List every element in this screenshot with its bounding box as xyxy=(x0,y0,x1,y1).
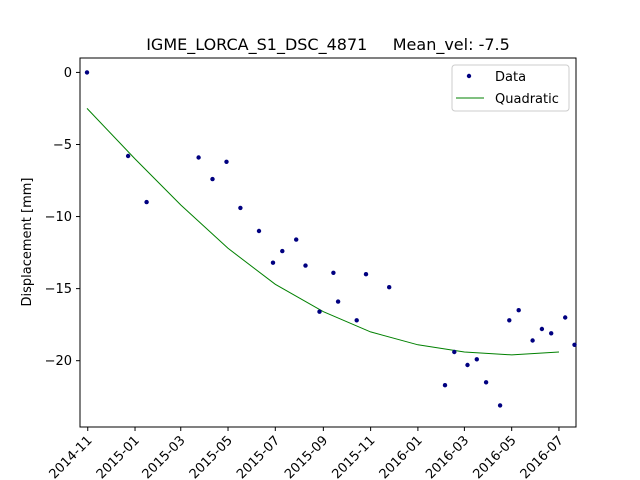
data-point xyxy=(530,338,535,343)
data-point xyxy=(354,318,359,323)
x-tick-label: 2016-01 xyxy=(377,433,426,480)
x-tick-label: 2016-07 xyxy=(518,433,567,480)
data-point xyxy=(196,155,201,160)
data-point xyxy=(144,199,149,205)
data-point xyxy=(452,349,457,355)
data-point xyxy=(125,153,131,159)
legend-box xyxy=(451,64,570,112)
x-tick-label: 2015-05 xyxy=(187,433,236,480)
data-point xyxy=(549,331,554,336)
y-axis-label: Displacement [mm] xyxy=(20,178,35,307)
data-point xyxy=(563,315,568,320)
y-tick-label: 0 xyxy=(64,66,72,81)
data-point xyxy=(210,176,215,182)
data-point xyxy=(84,70,90,75)
data-point xyxy=(256,228,262,234)
data-point xyxy=(224,159,229,164)
legend-data-marker xyxy=(466,73,472,79)
chart-title: IGME_LORCA_S1_DSC_4871 Mean_vel: -7.5 xyxy=(146,35,510,55)
plot-area xyxy=(79,57,577,428)
y-tick-label: −10 xyxy=(45,210,72,225)
legend-quadratic-label: Quadratic xyxy=(495,92,559,107)
data-point xyxy=(270,260,276,265)
data-point xyxy=(303,263,308,268)
data-point xyxy=(238,205,243,211)
data-point xyxy=(442,383,448,388)
x-tick-label: 2015-07 xyxy=(234,433,283,480)
data-point xyxy=(317,309,322,314)
data-point xyxy=(516,308,521,313)
data-point xyxy=(331,270,336,275)
x-tick-label: 2014-11 xyxy=(47,433,96,480)
data-point xyxy=(363,272,369,277)
y-tick-label: −15 xyxy=(45,282,72,297)
data-point xyxy=(539,326,545,332)
data-point xyxy=(387,285,392,290)
y-tick-label: −20 xyxy=(45,354,72,369)
data-point xyxy=(497,403,503,408)
series-layer xyxy=(84,70,577,408)
x-tick-label: 2015-09 xyxy=(282,433,331,480)
data-point xyxy=(474,357,479,362)
data-point xyxy=(280,248,285,254)
legend: Data Quadratic xyxy=(451,64,570,112)
x-tick-label: 2016-05 xyxy=(470,433,519,480)
x-tick-label: 2015-11 xyxy=(329,433,378,480)
y-axis: 0 −5 −10 −15 −20 xyxy=(45,66,80,369)
data-point xyxy=(483,380,489,385)
data-point xyxy=(335,299,341,304)
data-point xyxy=(572,342,577,347)
quadratic-fit-line xyxy=(86,108,560,356)
y-tick-label: −5 xyxy=(53,138,72,153)
x-tick-label: 2016-03 xyxy=(423,433,472,480)
data-point xyxy=(294,237,299,242)
x-tick-label: 2015-01 xyxy=(94,433,143,480)
data-point xyxy=(507,318,512,323)
x-tick-label: 2015-03 xyxy=(140,433,189,480)
data-point xyxy=(465,362,470,368)
legend-data-label: Data xyxy=(495,70,526,85)
